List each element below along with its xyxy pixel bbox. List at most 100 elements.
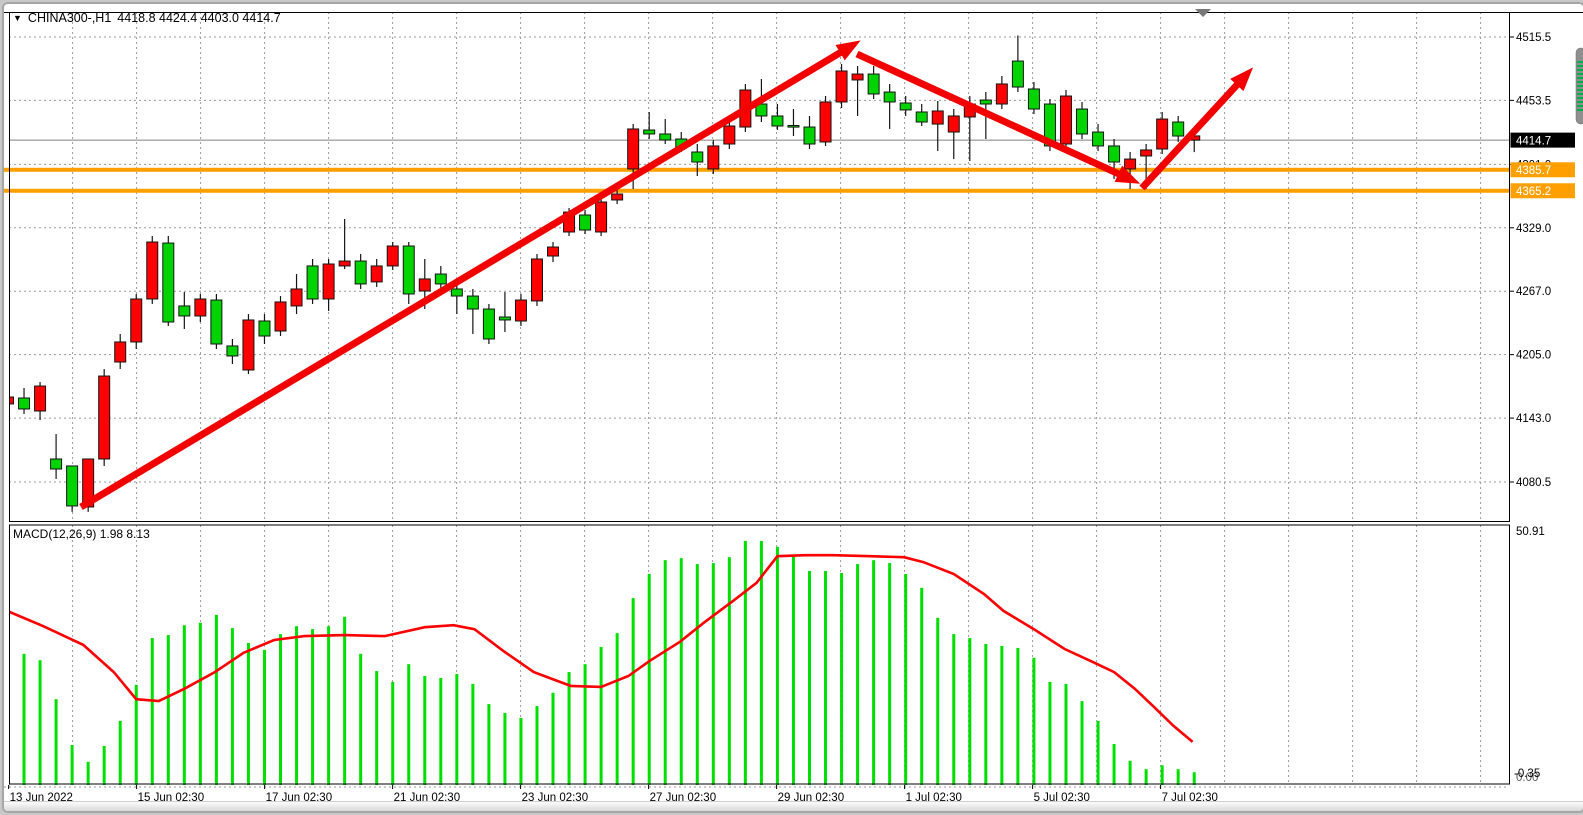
macd-bar [1144, 769, 1148, 785]
macd-bar [904, 573, 908, 785]
candle-body [9, 396, 14, 405]
candle-body [322, 263, 335, 300]
macd-bar [1112, 744, 1116, 785]
candle-body [851, 73, 864, 81]
trend-arrow-head [1114, 165, 1141, 184]
candle-body [1027, 88, 1040, 110]
trend-arrow[interactable] [79, 40, 861, 511]
candle-body [867, 73, 880, 95]
trend-arrow-shaft [79, 46, 848, 511]
macd-bar [711, 563, 715, 785]
candle-body [659, 133, 672, 141]
macd-bar [824, 570, 828, 785]
macd-bar [166, 635, 170, 785]
candle-body [1140, 149, 1153, 157]
macd-pane-frame [9, 524, 1510, 785]
candle-body [146, 241, 159, 300]
candle-body [178, 305, 191, 317]
support-level-line[interactable] [4, 167, 1509, 172]
candle-body [723, 125, 736, 145]
price-tick-label: 4329.0 [1516, 223, 1551, 235]
macd-bar [1016, 647, 1020, 785]
macd-bar [246, 642, 250, 785]
price-tick-label: 4143.0 [1516, 413, 1551, 425]
macd-bar [439, 677, 443, 785]
candle-body [482, 308, 495, 340]
macd-bar [583, 664, 587, 785]
macd-indicator-label: MACD(12,26,9) 1.98 8.13 [13, 527, 150, 541]
macd-bar [695, 564, 699, 785]
candle-body [402, 245, 415, 295]
support-level-line[interactable] [4, 188, 1509, 193]
macd-bar [407, 664, 411, 785]
macd-bar [1000, 645, 1004, 785]
symbol-period-label[interactable]: CHINA300-,H1 [27, 11, 112, 25]
candle-body [547, 246, 560, 257]
trend-arrow-head [835, 40, 861, 61]
scrollbar-track[interactable] [1575, 13, 1583, 784]
current-price-badge: 4414.7 [1510, 132, 1582, 148]
chart-title: ▼ CHINA300-,H1 4418.8 4424.4 4403.0 4414… [13, 11, 281, 25]
macd-bar [647, 573, 651, 785]
macd-max-label: 50.91 [1516, 526, 1545, 538]
price-tick-label: 4267.0 [1516, 286, 1551, 298]
macd-bar [936, 617, 940, 785]
macd-min-label: -0.35 [1514, 768, 1540, 780]
symbol-dropdown-icon[interactable]: ▼ [13, 13, 22, 23]
trend-arrow[interactable] [855, 50, 1141, 184]
macd-bar [295, 626, 299, 785]
candle-body [1011, 60, 1024, 88]
candle-body [18, 397, 31, 410]
candle-body [579, 214, 592, 231]
candle-body [514, 299, 527, 322]
macd-bar [423, 676, 427, 785]
candle-body [707, 145, 720, 170]
candle-body [82, 458, 95, 508]
macd-bar [102, 746, 106, 785]
macd-bar [743, 540, 747, 785]
price-axis: 4515.54453.54391.04329.04267.04205.04143… [1509, 32, 1551, 784]
macd-bar [503, 712, 507, 785]
candle-body [370, 265, 383, 283]
macd-bar [455, 674, 459, 785]
macd-bar [134, 684, 138, 785]
macd-bar [327, 626, 331, 785]
ohlc-quote-label: 4418.8 4424.4 4403.0 4414.7 [117, 11, 281, 25]
candle-body [995, 83, 1008, 105]
macd-bar [984, 643, 988, 785]
candle-body [899, 102, 912, 111]
macd-bar [375, 671, 379, 785]
candle-body [835, 70, 848, 103]
candle-body [530, 258, 543, 302]
candle-body [34, 385, 47, 412]
macd-bar [551, 692, 555, 785]
trend-arrow[interactable] [1139, 67, 1254, 191]
candle-body [306, 265, 319, 300]
candle-body [915, 111, 928, 123]
candle-body [691, 151, 704, 163]
macd-bar [631, 598, 635, 785]
chart-shift-marker-icon[interactable] [1195, 9, 1211, 17]
price-chart-canvas[interactable]: 4515.54453.54391.04329.04267.04205.04143… [4, 4, 1583, 813]
candle-body [627, 128, 640, 170]
macd-bar [1048, 681, 1052, 785]
candle-body [787, 124, 800, 128]
candle-body [226, 345, 239, 357]
candle-body [1092, 131, 1105, 147]
macd-bar [487, 704, 491, 785]
macd-bar [567, 672, 571, 785]
macd-bar [262, 649, 266, 785]
macd-signal-line[interactable] [5, 553, 1194, 743]
candle-body [130, 298, 143, 343]
trend-arrow-shaft [1139, 77, 1245, 191]
candle-body [466, 295, 479, 310]
macd-bar [198, 622, 202, 785]
window-footer-strip [4, 801, 1583, 811]
trend-arrow-head [1230, 67, 1254, 92]
candle-body [354, 260, 367, 285]
candle-body [803, 126, 816, 145]
candle-body [498, 316, 511, 321]
candle-body [450, 288, 463, 297]
macd-bar [214, 614, 218, 785]
